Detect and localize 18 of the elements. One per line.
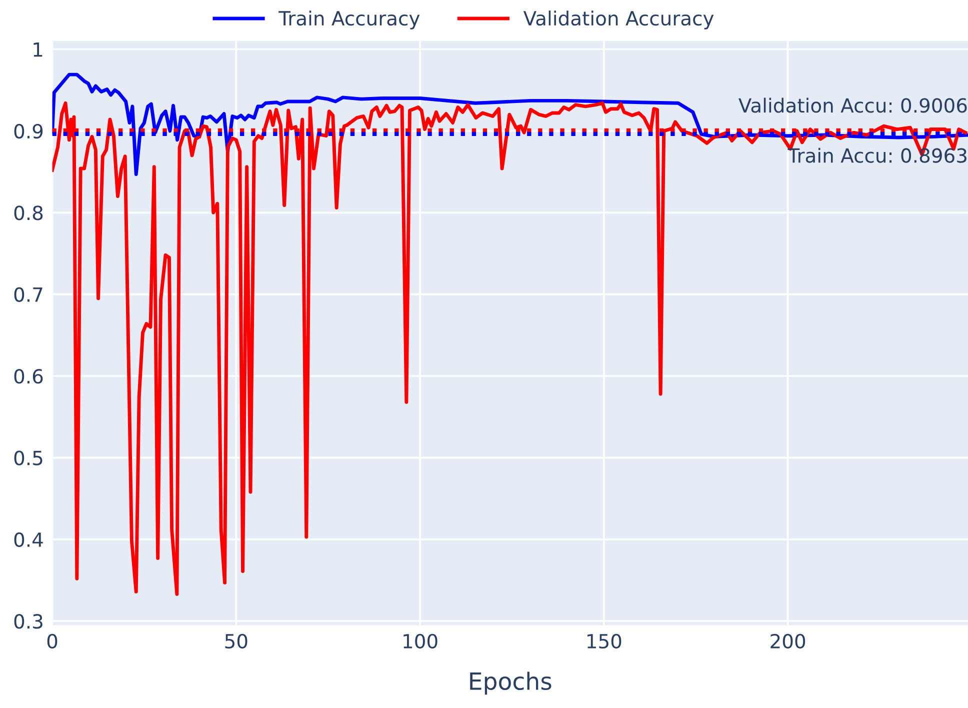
y-tick-label: 1: [34, 42, 42, 57]
x-axis-title: Epochs: [470, 672, 552, 695]
x-tick-label: 50: [225, 634, 248, 649]
y-tick-label: 0.4: [14, 532, 43, 548]
x-tick-label: 200: [770, 634, 806, 649]
x-tick-label: 100: [404, 634, 438, 649]
legend-label: Validation Accuracy: [523, 10, 714, 30]
ref-line-label: Train Accu: 0.8963: [788, 148, 966, 163]
x-tick-label: 150: [587, 634, 622, 649]
x-tick-label: 0: [47, 634, 58, 649]
y-tick-label: 0.5: [14, 450, 42, 466]
y-tick-label: 0.3: [14, 614, 42, 629]
y-tick-label: 0.9: [14, 124, 43, 139]
y-tick-label: 0.6: [14, 368, 43, 384]
y-tick-label: 0.8: [14, 206, 43, 220]
y-tick-label: 0.7: [14, 287, 42, 302]
ref-line-label: Validation Accu: 0.9006: [738, 98, 967, 113]
legend-label: Train Accuracy: [278, 10, 420, 30]
